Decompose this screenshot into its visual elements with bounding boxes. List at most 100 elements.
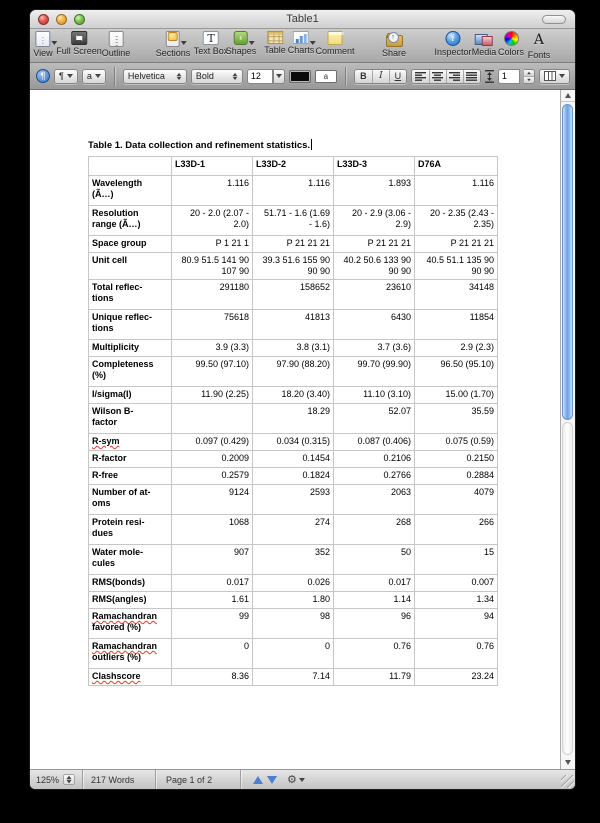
value-cell[interactable]: 98 <box>252 608 334 639</box>
column-header[interactable] <box>88 156 172 176</box>
value-cell[interactable]: 2.9 (2.3) <box>414 339 498 357</box>
value-cell[interactable]: 0.2766 <box>333 467 415 485</box>
value-cell[interactable]: 99 <box>171 608 253 639</box>
row-label-cell[interactable]: R-sym <box>88 433 172 451</box>
scroll-up-button[interactable] <box>561 90 575 102</box>
value-cell[interactable]: 1.80 <box>252 591 334 609</box>
scrollbar-thumb[interactable] <box>562 104 573 420</box>
value-cell[interactable]: 40.5 51.1 135 90 90 90 <box>414 252 498 280</box>
value-cell[interactable]: 11.79 <box>333 668 415 686</box>
row-label-cell[interactable]: Resolution range (Ã…) <box>88 205 172 236</box>
value-cell[interactable]: 20 - 2.9 (3.06 -2.9) <box>333 205 415 236</box>
value-cell[interactable]: 15 <box>414 544 498 575</box>
value-cell[interactable]: 50 <box>333 544 415 575</box>
row-label-cell[interactable]: Ramachandran favored (%) <box>88 608 172 639</box>
value-cell[interactable]: 0.026 <box>252 574 334 592</box>
value-cell[interactable]: 1.116 <box>252 175 334 206</box>
value-cell[interactable]: P 21 21 21 <box>252 235 334 253</box>
value-cell[interactable]: 0.007 <box>414 574 498 592</box>
row-label-cell[interactable]: RMS(angles) <box>88 591 172 609</box>
value-cell[interactable]: 1.893 <box>333 175 415 206</box>
table-caption[interactable]: Table 1. Data collection and refinement … <box>88 139 313 151</box>
align-justify-button[interactable] <box>462 69 480 83</box>
toolbar-button-share[interactable]: Share <box>382 31 406 58</box>
align-right-button[interactable] <box>445 69 463 83</box>
value-cell[interactable]: 1.116 <box>414 175 498 206</box>
toolbar-button-comment[interactable]: Comment <box>315 31 355 56</box>
value-cell[interactable]: 4079 <box>414 484 498 515</box>
toolbar-button-charts[interactable]: Charts <box>288 31 316 55</box>
value-cell[interactable]: 20 - 2.0 (2.07 -2.0) <box>171 205 253 236</box>
close-button[interactable] <box>38 14 49 25</box>
toolbar-button-fonts[interactable]: Fonts <box>528 31 551 60</box>
toolbar-button-sections[interactable]: Sections <box>156 31 190 58</box>
value-cell[interactable]: 0.76 <box>414 638 498 669</box>
font-size-dropdown[interactable] <box>272 68 285 84</box>
value-cell[interactable]: 80.9 51.5 141 90 107 90 <box>171 252 253 280</box>
minimize-button[interactable] <box>56 14 67 25</box>
row-label-cell[interactable]: Unique reflec-tions <box>88 309 172 340</box>
text-color-well[interactable] <box>288 69 311 83</box>
value-cell[interactable]: 35.59 <box>414 403 498 434</box>
value-cell[interactable]: 6430 <box>333 309 415 340</box>
row-label-cell[interactable]: Number of at-oms <box>88 484 172 515</box>
column-header[interactable]: L33D-1 <box>171 156 253 176</box>
value-cell[interactable]: 3.9 (3.3) <box>171 339 253 357</box>
row-label-cell[interactable]: R-factor <box>88 450 172 468</box>
column-header[interactable]: D76A <box>414 156 498 176</box>
value-cell[interactable]: 0.1824 <box>252 467 334 485</box>
value-cell[interactable]: 0.2106 <box>333 450 415 468</box>
value-cell[interactable]: 11.10 (3.10) <box>333 386 415 404</box>
value-cell[interactable]: 0.087 (0.406) <box>333 433 415 451</box>
value-cell[interactable]: 3.8 (3.1) <box>252 339 334 357</box>
previous-page-button[interactable] <box>253 775 264 784</box>
row-label-cell[interactable]: Wavelength (Ã…) <box>88 175 172 206</box>
value-cell[interactable]: 1.61 <box>171 591 253 609</box>
page-options-gear[interactable]: ⚙ <box>287 773 305 786</box>
vertical-scrollbar[interactable] <box>560 90 575 769</box>
value-cell[interactable]: 0.2884 <box>414 467 498 485</box>
line-spacing-stepper[interactable] <box>523 68 535 84</box>
value-cell[interactable]: 34148 <box>414 279 498 310</box>
value-cell[interactable]: 23610 <box>333 279 415 310</box>
toolbar-button-outline[interactable]: Outline <box>102 31 130 58</box>
value-cell[interactable]: 96.50 (95.10) <box>414 356 498 387</box>
columns-dropdown[interactable] <box>538 68 570 84</box>
toolbar-button-media[interactable]: Media <box>472 31 496 57</box>
value-cell[interactable]: 9124 <box>171 484 253 515</box>
value-cell[interactable]: 291180 <box>171 279 253 310</box>
row-label-cell[interactable]: Ramachandran outliers (%) <box>88 638 172 669</box>
value-cell[interactable]: 0.2009 <box>171 450 253 468</box>
value-cell[interactable]: 7.14 <box>252 668 334 686</box>
value-cell[interactable]: 1.116 <box>171 175 253 206</box>
align-center-button[interactable] <box>428 69 446 83</box>
value-cell[interactable]: 352 <box>252 544 334 575</box>
toolbar-button-shapes[interactable]: Shapes <box>226 31 256 56</box>
row-label-cell[interactable]: Multiplicity <box>88 339 172 357</box>
toolbar-button-view[interactable]: View <box>33 31 58 58</box>
value-cell[interactable]: 99.70 (99.90) <box>333 356 415 387</box>
value-cell[interactable]: 0.017 <box>333 574 415 592</box>
value-cell[interactable]: 266 <box>414 514 498 545</box>
character-style-dropdown[interactable]: a <box>81 68 106 84</box>
value-cell[interactable]: 41813 <box>252 309 334 340</box>
value-cell[interactable]: 0 <box>171 638 253 669</box>
row-label-cell[interactable]: Completeness (%) <box>88 356 172 387</box>
paragraph-icon[interactable]: ¶ <box>36 69 50 83</box>
row-label-cell[interactable]: Wilson B-factor <box>88 403 172 434</box>
value-cell[interactable]: 1.14 <box>333 591 415 609</box>
value-cell[interactable]: 0.017 <box>171 574 253 592</box>
bold-button[interactable]: B <box>354 69 372 83</box>
value-cell[interactable]: 0.097 (0.429) <box>171 433 253 451</box>
toolbar-button-fullscreen[interactable]: Full Screen <box>56 31 102 56</box>
zoom-stepper[interactable] <box>63 773 75 786</box>
typeface-select[interactable]: Bold <box>190 68 243 84</box>
next-page-button[interactable] <box>267 775 278 784</box>
value-cell[interactable]: 0.075 (0.59) <box>414 433 498 451</box>
value-cell[interactable]: 0.76 <box>333 638 415 669</box>
paragraph-style-dropdown[interactable]: ¶ <box>54 68 78 84</box>
value-cell[interactable]: 1.34 <box>414 591 498 609</box>
italic-button[interactable]: I <box>371 69 389 83</box>
value-cell[interactable]: 75618 <box>171 309 253 340</box>
value-cell[interactable]: 40.2 50.6 133 90 90 90 <box>333 252 415 280</box>
